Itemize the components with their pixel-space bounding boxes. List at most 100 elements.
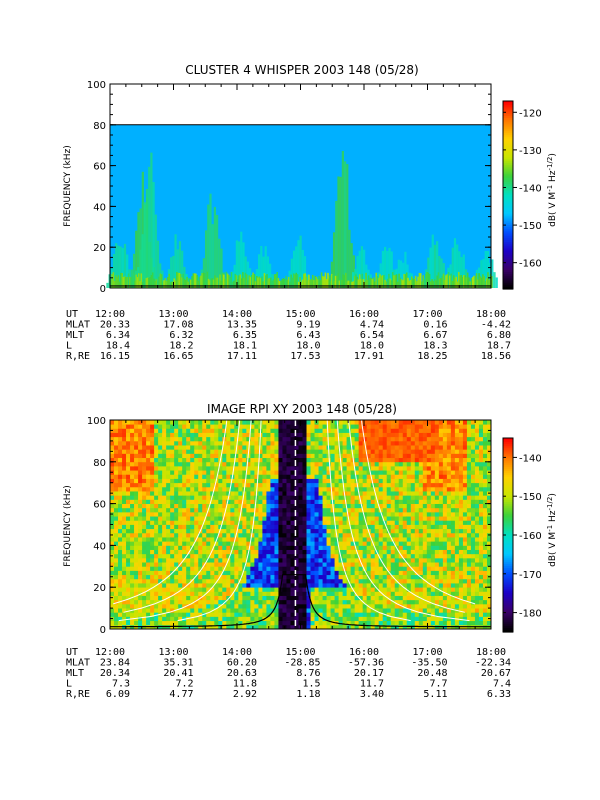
whisper-lowfreq-band (477, 279, 479, 288)
rpi-cell (138, 520, 143, 525)
rpi-cell (250, 470, 255, 475)
whisper-lowfreq-band (206, 271, 209, 288)
rpi-cell (330, 583, 335, 588)
rpi-cell (146, 516, 151, 521)
rpi-cell (182, 520, 187, 525)
rpi-cell (210, 482, 215, 488)
rpi-cell (366, 520, 372, 525)
rpi-cell (118, 453, 123, 459)
rpi-cell (202, 528, 207, 534)
rpi-cell (346, 428, 352, 433)
rpi-cell (158, 495, 163, 500)
rpi-cell (162, 532, 167, 538)
rpi-cell (146, 424, 151, 429)
rpi-cell (290, 420, 295, 425)
rpi-cell (210, 436, 215, 442)
rpi-cell (134, 461, 139, 467)
rpi-cell (142, 436, 147, 442)
rpi-cell (338, 436, 344, 442)
whisper-lowfreq-band (207, 278, 210, 288)
rpi-cell (262, 603, 267, 609)
whisper-lowfreq-band (433, 279, 436, 288)
rpi-cell (306, 553, 311, 559)
whisper-lowfreq-band (259, 278, 262, 288)
rpi-cell (330, 578, 335, 584)
rpi-cell (434, 465, 440, 471)
rpi-cell (266, 557, 271, 563)
rpi-cell (118, 574, 123, 580)
rpi-cell (158, 440, 163, 446)
whisper-lowfreq-band (422, 275, 425, 288)
rpi-cell (342, 499, 348, 504)
colorbar-segment (503, 249, 513, 252)
rpi-cell (290, 453, 295, 459)
rpi-cell (342, 424, 348, 429)
rpi-cell (126, 587, 131, 592)
rpi-cell (190, 524, 195, 530)
rpi-cell (274, 578, 279, 584)
rpi-cell (342, 507, 348, 513)
rpi-cell (278, 541, 283, 546)
rpi-cell (114, 478, 119, 484)
rpi-cell (126, 499, 131, 504)
whisper-burst-column (170, 257, 173, 288)
rpi-cell (286, 595, 291, 601)
rpi-cell (434, 491, 440, 496)
rpi-cell (338, 570, 344, 576)
whisper-burst-column (181, 250, 184, 288)
rpi-cell (350, 545, 356, 550)
rpi-cell (158, 587, 163, 592)
rpi-cell (202, 491, 207, 496)
rpi-cell (370, 491, 376, 496)
rpi-cell (218, 424, 223, 429)
rpi-cell (178, 541, 183, 546)
rpi-cell (298, 428, 303, 433)
rpi-cell (162, 616, 167, 622)
rpi-cell (110, 524, 115, 530)
rpi-cell (130, 499, 135, 504)
rpi-cell (426, 583, 432, 588)
rpi-cell (294, 570, 299, 576)
rpi-cell (150, 507, 155, 513)
rpi-cell (394, 612, 400, 617)
rpi-cell (394, 465, 400, 471)
rpi-cell (346, 557, 352, 563)
rpi-cell (410, 595, 416, 601)
rpi-cell (158, 453, 163, 459)
colorbar-segment (503, 123, 513, 127)
whisper-lowfreq-band (451, 280, 454, 288)
rpi-cell (130, 566, 135, 571)
rpi-cell (246, 486, 251, 492)
rpi-cell (254, 570, 259, 576)
rpi-cell (382, 428, 388, 433)
rpi-cell (294, 574, 299, 580)
rpi-cell (270, 420, 275, 425)
rpi-cell (430, 436, 436, 442)
rpi-cell (210, 603, 215, 609)
rpi-cell (118, 491, 123, 496)
rpi-cell (182, 449, 187, 454)
whisper-lowfreq-band (471, 277, 474, 288)
rpi-cell (206, 566, 211, 571)
rpi-cell (390, 491, 396, 496)
rpi-cell (338, 507, 344, 513)
rpi-cell (298, 587, 303, 592)
rpi-cell (342, 624, 348, 630)
rpi-cell (362, 461, 368, 467)
rpi-cell (258, 624, 263, 630)
whisper-lowfreq-band (404, 274, 407, 288)
rpi-cell (390, 583, 396, 588)
rpi-cell (302, 574, 307, 580)
rpi-cell (374, 461, 380, 467)
rpi-cell (274, 491, 279, 496)
rpi-cell (270, 520, 275, 525)
rpi-cell (306, 449, 311, 454)
rpi-cell (154, 474, 159, 479)
rpi-cell (278, 465, 283, 471)
rpi-cell (370, 428, 376, 433)
rpi-cell (290, 553, 295, 559)
rpi-cell (362, 557, 368, 563)
rpi-cell (246, 457, 251, 463)
rpi-cell (250, 566, 255, 571)
rpi-cell (338, 541, 344, 546)
